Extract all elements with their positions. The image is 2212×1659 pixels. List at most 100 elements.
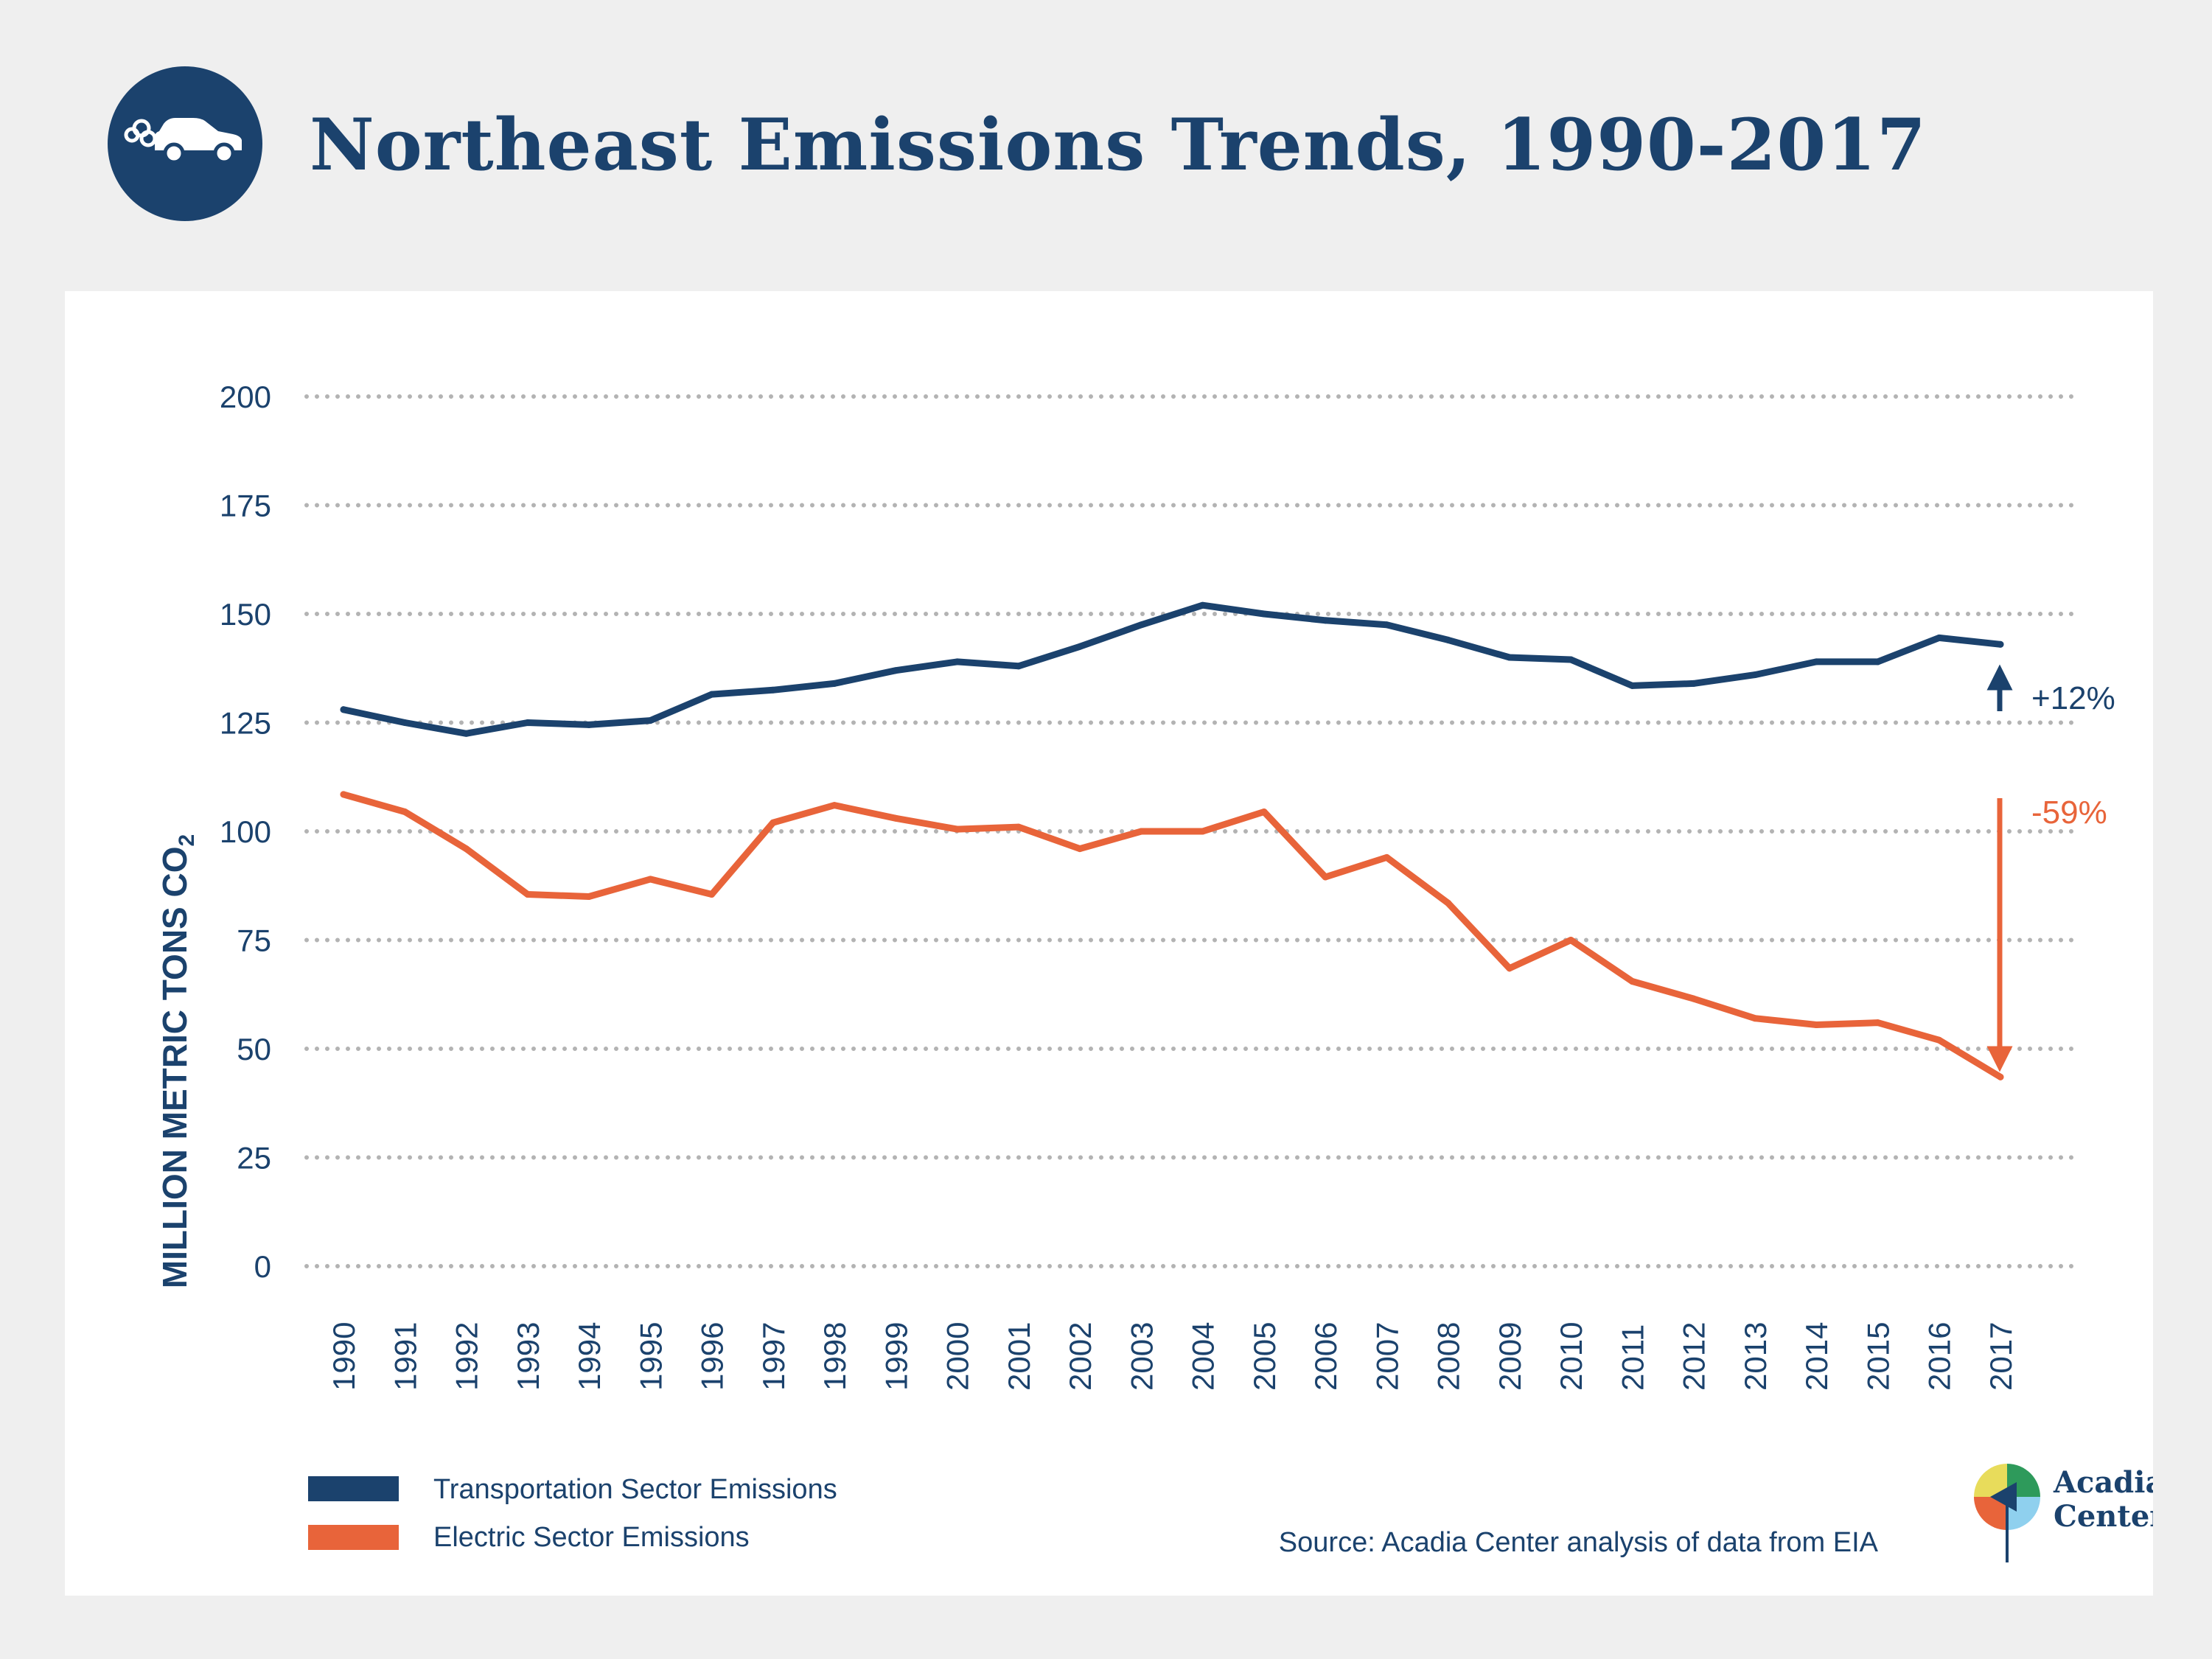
transportation-point [463, 730, 470, 737]
electric-point [1690, 995, 1698, 1002]
legend: Transportation Sector Emissions Electric… [308, 1474, 837, 1553]
electric-point [646, 876, 654, 883]
y-tick-label: 125 [220, 706, 271, 741]
x-tick-label: 2011 [1615, 1324, 1650, 1391]
y-tick-label: 25 [237, 1141, 271, 1176]
transportation-point [1383, 621, 1390, 629]
y-tick-label: 175 [220, 489, 271, 523]
x-tick-label: 2008 [1431, 1322, 1466, 1391]
svg-text:Acadia: Acadia [2053, 1465, 2153, 1500]
transportation-series-line [340, 601, 2004, 737]
x-tick-label: 1997 [756, 1322, 791, 1391]
x-tick-label: 2004 [1186, 1322, 1221, 1391]
electric-point [1567, 937, 1574, 943]
legend-label-transportation: Transportation Sector Emissions [433, 1474, 837, 1505]
transportation-point [1628, 682, 1636, 689]
electric-point [1260, 808, 1268, 815]
electric-point [1076, 845, 1084, 853]
transportation-point [954, 658, 961, 666]
transportation-point [524, 719, 531, 726]
legend-label-electric: Electric Sector Emissions [433, 1522, 750, 1553]
electric-point [1015, 823, 1022, 831]
page-title: Northeast Emissions Trends, 1990-2017 [310, 103, 1927, 186]
y-tick-label: 200 [220, 380, 271, 414]
transportation-point [1445, 636, 1452, 643]
electric-point [1751, 1015, 1759, 1022]
transportation-point [1199, 601, 1207, 609]
transportation-point [401, 719, 408, 726]
chart-panel: 0 25 50 75 100 125 150 175 200 1990 1991 1992 1993 1… [65, 291, 2153, 1596]
x-tick-label: 2009 [1493, 1322, 1527, 1391]
electric-point [340, 791, 347, 798]
electric-point [708, 891, 716, 898]
x-tick-label: 2002 [1063, 1322, 1098, 1391]
x-axis-ticks: 1990 1991 1992 1993 1994 1995 1996 1997 1998 1999… [327, 1322, 2018, 1391]
x-tick-label: 1998 [817, 1322, 852, 1391]
x-tick-label: 1995 [633, 1322, 668, 1391]
transportation-point [1812, 658, 1820, 666]
electric-point [401, 808, 408, 815]
x-tick-label: 1999 [879, 1322, 913, 1391]
electric-point [1812, 1021, 1820, 1029]
electric-point [1997, 1073, 2004, 1080]
legend-swatch-transportation [308, 1476, 399, 1501]
transportation-point [1751, 671, 1759, 679]
y-tick-label: 150 [220, 597, 271, 632]
x-tick-label: 2013 [1738, 1322, 1773, 1391]
x-tick-label: 1996 [695, 1322, 730, 1391]
x-tick-label: 1991 [388, 1322, 422, 1391]
transportation-point [1936, 634, 1943, 641]
transportation-point [1015, 663, 1022, 670]
transportation-point [1322, 617, 1329, 624]
x-tick-label: 1994 [572, 1322, 607, 1391]
svg-text:Center: Center [2054, 1499, 2153, 1534]
electric-point [1199, 828, 1207, 835]
car-exhaust-icon [108, 66, 262, 221]
electric-change-label: -59% [2031, 794, 2107, 831]
transportation-point [340, 706, 347, 713]
x-tick-label: 2016 [1922, 1322, 1957, 1391]
electric-point [1628, 978, 1636, 985]
transportation-point [1506, 654, 1513, 661]
x-tick-label: 2007 [1370, 1322, 1404, 1391]
acadia-logo: Acadia Center [1974, 1464, 2153, 1562]
electric-point [831, 802, 838, 809]
transportation-point [1874, 658, 1881, 666]
transportation-point [1260, 610, 1268, 618]
x-tick-label: 2017 [1984, 1322, 2018, 1391]
electric-point [1506, 965, 1513, 972]
x-tick-label: 2000 [941, 1322, 975, 1391]
transportation-point [1567, 656, 1574, 663]
x-tick-label: 2015 [1860, 1322, 1895, 1391]
electric-point [463, 845, 470, 853]
transportation-point [892, 667, 899, 674]
x-tick-label: 2014 [1799, 1322, 1834, 1391]
x-tick-label: 2010 [1554, 1322, 1588, 1391]
transportation-point [1690, 680, 1698, 687]
electric-point [1874, 1019, 1881, 1027]
y-tick-label: 0 [254, 1249, 271, 1284]
electric-point [1936, 1036, 1943, 1044]
x-tick-label: 2003 [1124, 1322, 1159, 1391]
transportation-point [1076, 643, 1084, 650]
electric-point [585, 893, 593, 900]
transport-change-label: +12% [2031, 680, 2115, 716]
x-tick-label: 1990 [327, 1322, 361, 1391]
x-tick-label: 2006 [1308, 1322, 1343, 1391]
transportation-point [708, 691, 716, 698]
electric-point [1322, 873, 1329, 881]
electric-point [1137, 828, 1145, 835]
electric-point [770, 819, 777, 826]
transportation-point [831, 680, 838, 687]
y-axis-ticks: 0 25 50 75 100 125 150 175 200 [220, 380, 271, 1284]
electric-point [954, 825, 961, 833]
x-tick-label: 1993 [511, 1322, 545, 1391]
x-tick-label: 2012 [1677, 1322, 1712, 1391]
x-tick-label: 2005 [1247, 1322, 1282, 1391]
transportation-point [770, 686, 777, 694]
electric-point [1383, 853, 1390, 861]
electric-point [892, 814, 899, 822]
y-axis-label: MILLION METRIC TONS CO2 [156, 834, 199, 1288]
y-tick-label: 50 [237, 1032, 271, 1066]
